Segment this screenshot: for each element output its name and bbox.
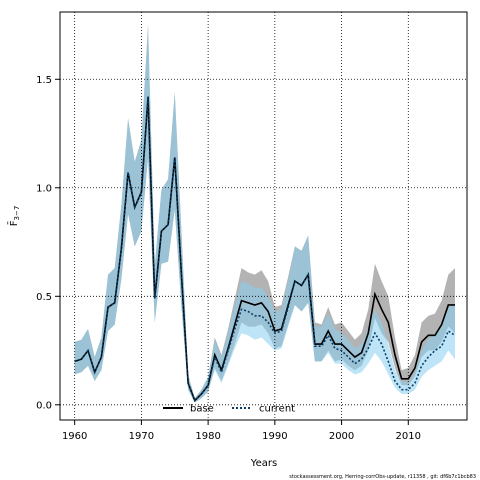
confidence-bands (74, 25, 455, 403)
band-current (74, 25, 455, 403)
grid-lines (60, 12, 467, 420)
line-base (74, 96, 455, 402)
x-tick-label-2000: 2000 (329, 431, 354, 442)
x-tick-label-2010: 2010 (396, 431, 421, 442)
y-axis-label-main: F̄ (7, 220, 20, 226)
y-tick-label-2: 1.0 (36, 183, 52, 194)
series-lines (74, 96, 456, 402)
x-tick-label-1970: 1970 (129, 431, 154, 442)
y-axis: 0.0 0.5 1.0 1.5 (36, 75, 60, 411)
x-tick-label-1980: 1980 (195, 431, 220, 442)
y-axis-label-sub: 3−7 (13, 206, 21, 221)
y-tick-label-0: 0.0 (36, 400, 52, 411)
y-tick-label-1: 0.5 (36, 292, 52, 303)
y-tick-label-3: 1.5 (36, 75, 52, 86)
x-tick-label-1990: 1990 (262, 431, 287, 442)
legend-label-current: current (259, 404, 295, 415)
x-axis: 1960 1970 1980 1990 2000 2010 (62, 420, 421, 442)
x-tick-label-1960: 1960 (62, 431, 87, 442)
x-axis-label: Years (250, 458, 277, 469)
legend-label-base: base (190, 404, 214, 415)
legend: base current (163, 404, 295, 415)
footer-caption: stockassessment.org, Herring-corrObs-upd… (289, 474, 476, 480)
y-axis-label: F̄3−7 (7, 206, 21, 227)
plot-frame (59, 11, 468, 421)
